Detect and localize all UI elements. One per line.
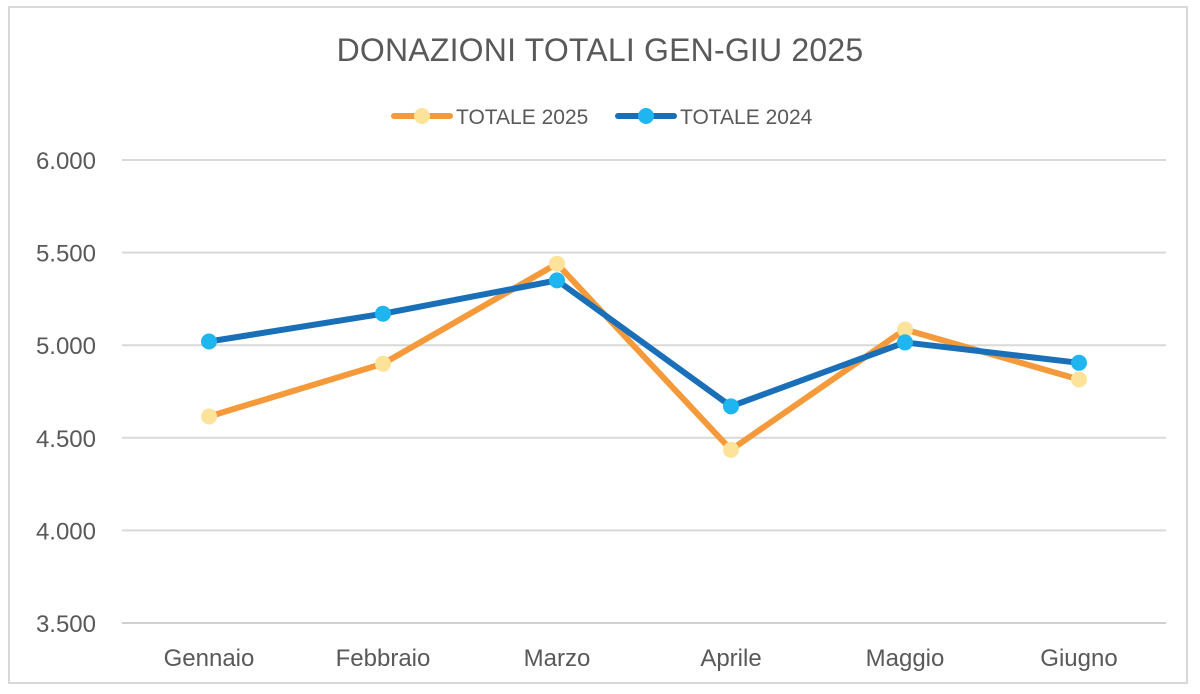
data-point — [723, 441, 739, 458]
legend-swatch-marker — [414, 108, 430, 124]
y-axis-ticks: 3.500 4.000 4.500 5.000 5.500 6.000 — [36, 148, 96, 638]
data-point — [201, 408, 217, 425]
x-axis-categories: Gennaio Febbraio Marzo Aprile Maggio Giugno — [164, 645, 1118, 672]
y-tick-label: 4.500 — [36, 426, 96, 453]
data-point — [723, 398, 739, 415]
y-tick-label: 6.000 — [36, 148, 96, 175]
x-category-label: Maggio — [866, 645, 945, 672]
x-category-label: Marzo — [524, 645, 591, 672]
legend-swatch-marker — [638, 108, 654, 124]
data-point — [549, 255, 565, 272]
data-point — [1071, 354, 1087, 371]
series-line — [206, 260, 1082, 453]
x-category-label: Gennaio — [164, 645, 255, 672]
data-point — [201, 333, 217, 350]
data-point — [549, 272, 565, 289]
y-tick-label: 5.000 — [36, 333, 96, 360]
y-tick-label: 5.500 — [36, 241, 96, 268]
series-line-group — [201, 272, 1087, 415]
x-category-label: Giugno — [1040, 645, 1117, 672]
legend-label: TOTALE 2024 — [680, 106, 813, 129]
series-line — [206, 277, 1082, 410]
data-point — [897, 334, 913, 351]
data-point — [1071, 371, 1087, 388]
data-point — [375, 305, 391, 322]
series — [201, 255, 1087, 458]
data-point — [375, 355, 391, 372]
legend-item: TOTALE 2025 — [391, 106, 588, 129]
data-point — [897, 321, 913, 338]
chart-title: DONAZIONI TOTALI GEN-GIU 2025 — [336, 32, 864, 68]
legend-label: TOTALE 2025 — [456, 106, 588, 129]
y-tick-label: 4.000 — [36, 518, 96, 545]
gridlines — [122, 159, 1166, 624]
series-line-group — [201, 255, 1087, 458]
x-category-label: Febbraio — [336, 645, 431, 672]
y-tick-label: 3.500 — [36, 611, 96, 638]
legend: TOTALE 2025 TOTALE 2024 — [391, 106, 813, 129]
legend-item: TOTALE 2024 — [615, 106, 813, 129]
x-category-label: Aprile — [700, 645, 761, 672]
